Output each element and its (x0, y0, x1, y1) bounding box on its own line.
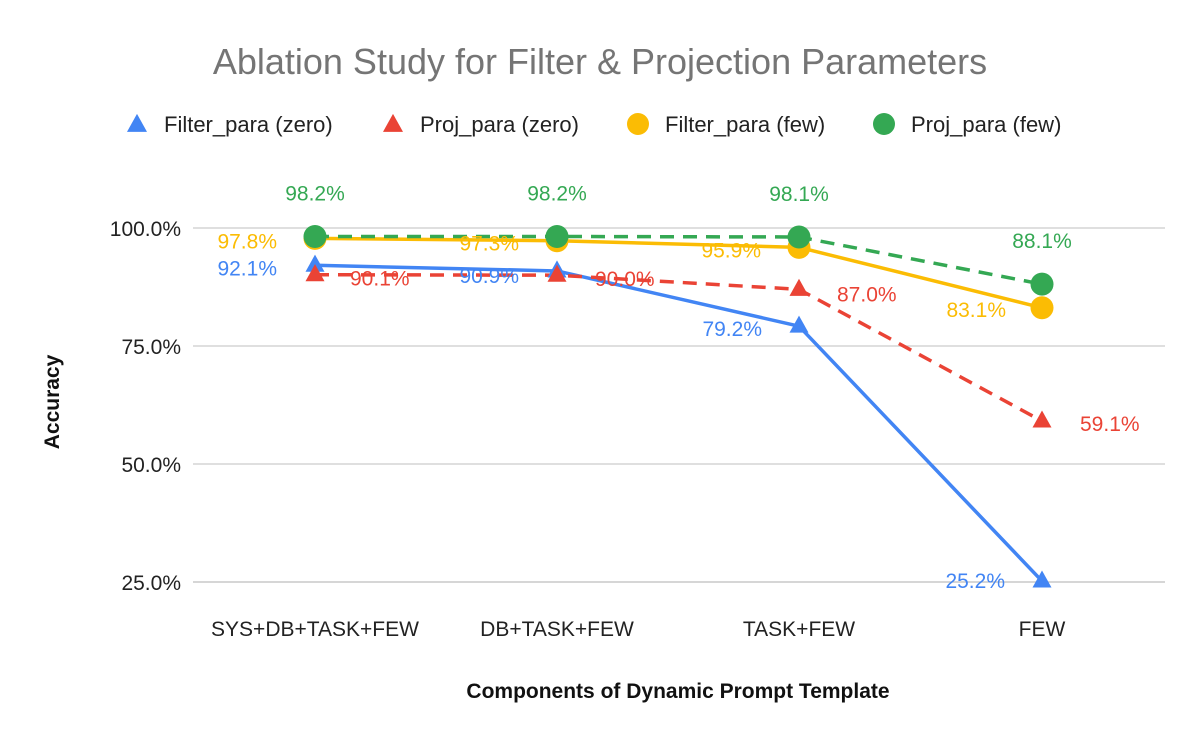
legend-marker-triangle (383, 113, 403, 132)
data-label: 98.2% (285, 182, 345, 205)
data-point-triangle (789, 315, 809, 333)
data-point-circle (1030, 272, 1054, 296)
y-tick-label: 75.0% (121, 336, 181, 359)
data-label: 90.0% (595, 268, 655, 291)
data-label: 98.2% (527, 182, 587, 205)
data-labels: 92.1% 90.9% 79.2% 25.2% 90.1% 90.0% 87.0% 59.1%… (217, 182, 1139, 593)
x-tick-label: FEW (1019, 618, 1066, 641)
x-tick-label: DB+TASK+FEW (480, 618, 634, 641)
data-label: 97.8% (217, 230, 277, 253)
data-point-triangle (305, 264, 325, 282)
legend-label: Proj_para (few) (911, 112, 1061, 137)
chart-title: Ablation Study for Filter & Projection P… (213, 41, 987, 82)
data-point-triangle (547, 264, 567, 282)
data-label: 90.9% (459, 265, 519, 288)
series-line (314, 272, 1043, 423)
data-label: 79.2% (702, 318, 762, 341)
x-axis-title: Components of Dynamic Prompt Template (466, 680, 889, 703)
data-point-triangle (1032, 570, 1052, 588)
legend-label: Filter_para (few) (665, 112, 825, 137)
x-tick-label: SYS+DB+TASK+FEW (211, 618, 419, 641)
data-label: 97.3% (459, 233, 519, 256)
data-label: 92.1% (217, 257, 277, 280)
x-tick-label: TASK+FEW (743, 618, 855, 641)
data-label: 87.0% (837, 283, 897, 306)
series-line (315, 234, 1043, 286)
series-markers (303, 224, 1054, 588)
legend-label: Filter_para (zero) (164, 112, 333, 137)
data-label: 25.2% (945, 570, 1005, 593)
data-label: 95.9% (701, 239, 761, 262)
x-axis-ticks: SYS+DB+TASK+FEW DB+TASK+FEW TASK+FEW FEW (211, 618, 1065, 641)
y-tick-label: 25.0% (121, 572, 181, 595)
data-label: 90.1% (350, 268, 410, 291)
y-axis-title: Accuracy (41, 354, 64, 449)
data-point-circle (787, 225, 811, 249)
data-point-triangle (305, 254, 325, 272)
data-point-circle (303, 224, 327, 248)
legend-marker-circle (873, 113, 895, 135)
data-label: 88.1% (1012, 230, 1072, 253)
series-line (314, 263, 1044, 583)
legend: Filter_para (zero) Proj_para (zero) Filter… (127, 112, 1061, 137)
legend-label: Proj_para (zero) (420, 112, 579, 137)
series-lines (314, 234, 1044, 583)
y-tick-label: 50.0% (121, 454, 181, 477)
data-label: 98.1% (769, 183, 829, 206)
data-label: 59.1% (1080, 413, 1140, 436)
data-point-triangle (1032, 410, 1052, 428)
data-label: 83.1% (946, 299, 1006, 322)
y-axis-ticks: 100.0% 75.0% 50.0% 25.0% (110, 218, 181, 595)
legend-marker-triangle (127, 113, 147, 132)
data-point-circle (1030, 296, 1054, 320)
legend-marker-circle (627, 113, 649, 135)
series-line (314, 236, 1043, 310)
data-point-triangle (789, 278, 809, 296)
y-tick-label: 100.0% (110, 218, 181, 241)
data-point-circle (545, 224, 569, 248)
gridlines (193, 227, 1165, 583)
